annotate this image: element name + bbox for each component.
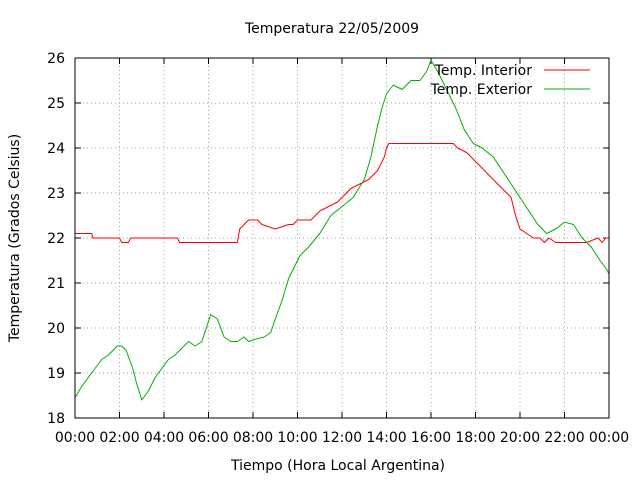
y-tick-label: 25 <box>47 96 65 112</box>
series-line-interior <box>75 143 609 243</box>
y-tick-label: 18 <box>47 411 65 427</box>
axis-ticks: 00:00 02:00 04:00 06:00 08:00 10:00 12:00 14:00… <box>47 51 629 446</box>
y-tick-label: 20 <box>47 321 65 337</box>
legend-label: Temp. Interior <box>434 63 533 79</box>
x-tick-label: 12:00 <box>322 430 362 446</box>
x-tick-label: 16:00 <box>411 430 451 446</box>
y-tick-label: 22 <box>47 231 65 247</box>
legend-label: Temp. Exterior <box>430 82 533 98</box>
x-tick-label: 18:00 <box>455 430 495 446</box>
x-tick-label: 02:00 <box>99 430 139 446</box>
y-tick-label: 23 <box>47 186 65 202</box>
x-tick-label: 00:00 <box>589 430 629 446</box>
y-axis-title: Temperatura (Grados Celsius) <box>7 134 23 343</box>
plot-border <box>74 57 610 419</box>
x-tick-label: 22:00 <box>544 430 584 446</box>
chart-title: Temperatura 22/05/2009 <box>244 21 419 37</box>
x-tick-label: 10:00 <box>277 430 317 446</box>
y-tick-label: 19 <box>47 366 65 382</box>
x-tick-label: 14:00 <box>366 430 406 446</box>
series-lines <box>74 59 610 401</box>
y-tick-label: 26 <box>47 51 65 67</box>
x-axis-title: Tiempo (Hora Local Argentina) <box>230 458 445 474</box>
x-tick-label: 04:00 <box>144 430 184 446</box>
x-tick-label: 00:00 <box>55 430 95 446</box>
x-tick-label: 08:00 <box>233 430 273 446</box>
y-tick-label: 24 <box>47 141 65 157</box>
x-tick-label: 06:00 <box>188 430 228 446</box>
legend: Temp. Interior Temp. Exterior <box>430 63 590 98</box>
x-tick-label: 20:00 <box>500 430 540 446</box>
series-line-exterior <box>74 59 610 401</box>
y-tick-label: 21 <box>47 276 65 292</box>
